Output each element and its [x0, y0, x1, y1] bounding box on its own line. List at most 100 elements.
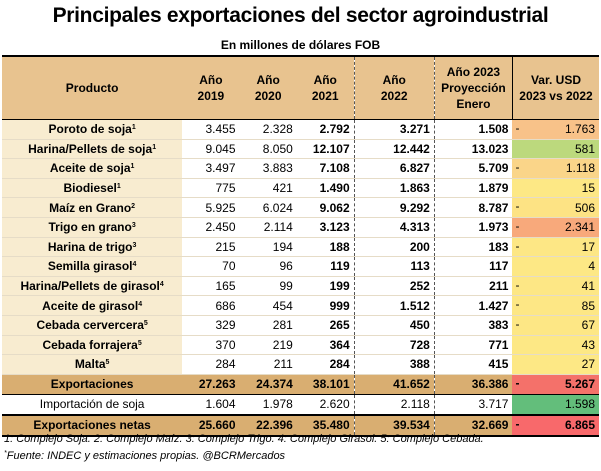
table-row: Harina/Pellets de girasol4 165 99 199 252 211… — [2, 276, 599, 297]
variation-value: 27 — [581, 357, 595, 372]
product-label: Poroto de soja — [48, 122, 132, 137]
header-row: Producto Año 2019 Año 2020 Año 2021 Año 2022… — [2, 55, 599, 120]
totals-imports-row: Importación de soja 1.604 1.978 2.620 2.118 3… — [2, 394, 599, 416]
variation-value: 581 — [574, 141, 595, 156]
variation-value: 67 — [581, 318, 595, 333]
variation-cell: 15 — [512, 178, 599, 199]
value-2019: 686 — [182, 295, 240, 316]
product-name: Cebada forrajera5 — [2, 335, 183, 356]
value-2019: 27.263 — [182, 373, 240, 395]
value-2020: 219 — [239, 335, 297, 356]
value-2023: 211 — [434, 276, 513, 297]
variation-value: 4 — [588, 259, 595, 274]
variation-value: 506 — [574, 200, 595, 215]
value-2023: 1.427 — [434, 295, 513, 316]
value-2021: 1.490 — [296, 178, 355, 199]
value-2019: 2.450 — [182, 217, 240, 238]
product-name: Malta5 — [2, 354, 183, 375]
footnote-marker: 5 — [137, 339, 142, 347]
value-2019: 215 — [182, 237, 240, 258]
product-label: Cebada cervercera — [36, 318, 144, 333]
value-2021: 999 — [296, 295, 355, 316]
value-2019: 329 — [182, 315, 240, 336]
table-row: Cebada forrajera5 370 219 364 728 771 43 — [2, 335, 599, 356]
value-2021: 3.123 — [296, 217, 355, 238]
value-2019: 370 — [182, 335, 240, 356]
variation-cell: - 67 — [512, 315, 599, 336]
variation-cell: - 2.341 — [512, 217, 599, 238]
product-label: Aceite de soja — [49, 161, 131, 176]
value-2020: 8.050 — [239, 139, 297, 160]
value-2022: 41.652 — [354, 373, 435, 395]
footnote-marker: 2 — [131, 202, 136, 210]
value-2022: 12.442 — [354, 139, 435, 160]
value-2023: 1.973 — [434, 217, 513, 238]
value-2022: 3.271 — [354, 119, 435, 140]
value-2021: 2.620 — [296, 394, 355, 416]
value-2023: 5.709 — [434, 158, 513, 179]
value-2022: 450 — [354, 315, 435, 336]
variation-value: 85 — [581, 298, 595, 313]
value-2019: 775 — [182, 178, 240, 199]
product-name: Trigo en grano3 — [2, 217, 183, 238]
footnote-marker: 5 — [105, 359, 110, 367]
value-2022: 728 — [354, 335, 435, 356]
value-2022: 2.118 — [354, 394, 435, 416]
footnote-marker: 1 — [116, 183, 121, 191]
variation-cell: - 506 — [512, 197, 599, 218]
variation-cell: 581 — [512, 139, 599, 160]
value-2022: 388 — [354, 354, 435, 375]
product-name: Aceite de girasol4 — [2, 295, 183, 316]
product-label: Harina/Pellets de girasol — [20, 279, 160, 294]
value-2020: 2.328 — [239, 119, 297, 140]
value-2023: 415 — [434, 354, 513, 375]
value-2021: 284 — [296, 354, 355, 375]
table-row: Semilla girasol4 70 96 119 113 117 4 — [2, 256, 599, 277]
negative-sign: - — [515, 218, 520, 233]
value-2019: 25.660 — [182, 414, 240, 437]
product-name: Maíz en Grano2 — [2, 197, 183, 218]
footnote-marker: 1 — [130, 163, 135, 171]
product-label: Trigo en grano — [48, 220, 132, 235]
value-2023: 13.023 — [434, 139, 513, 160]
product-name: Biodiesel1 — [2, 178, 183, 199]
variation-cell: - 85 — [512, 295, 599, 316]
value-2019: 165 — [182, 276, 240, 297]
product-label: Malta — [74, 357, 106, 372]
variation-value: 17 — [581, 239, 595, 254]
value-2019: 70 — [182, 256, 240, 277]
negative-sign: - — [515, 277, 520, 292]
variation-value: 1.598 — [564, 397, 595, 412]
totals-exports-row: Exportaciones 27.263 24.374 38.101 41.652 36.… — [2, 373, 599, 395]
value-2020: 96 — [239, 256, 297, 277]
variation-cell: - 1.763 — [512, 119, 599, 140]
product-label: Cebada forrajera — [42, 337, 138, 352]
value-2021: 188 — [296, 237, 355, 258]
table-row: Cebada cervercera5 329 281 265 450 383-67 — [2, 315, 599, 336]
value-2020: 454 — [239, 295, 297, 316]
value-2022: 6.827 — [354, 158, 435, 179]
value-2022: 1.863 — [354, 178, 435, 199]
value-2022: 39.534 — [354, 414, 435, 437]
value-2020: 2.114 — [239, 217, 297, 238]
footnote-marker: 4 — [138, 300, 143, 308]
product-name: Semilla girasol4 — [2, 256, 183, 277]
variation-value: 5.267 — [564, 377, 595, 392]
value-2022: 113 — [354, 256, 435, 277]
product-label: Biodiesel — [63, 181, 117, 196]
total-label: Importación de soja — [2, 394, 183, 416]
footnotes: 1: Complejo Soja. 2: Complejo Maíz. 3: C… — [4, 433, 484, 445]
variation-value: 43 — [581, 337, 595, 352]
value-2023: 771 — [434, 335, 513, 356]
product-label: Maíz en Grano — [49, 200, 132, 215]
table-row: Harina de trigo3 215 194 188 200 183-17 — [2, 237, 599, 258]
variation-value: 6.865 — [564, 418, 595, 433]
header-2019: Año 2019 — [182, 55, 240, 120]
header-producto: Producto — [2, 55, 183, 120]
value-2020: 99 — [239, 276, 297, 297]
value-2020: 211 — [239, 354, 297, 375]
value-2021: 199 — [296, 276, 355, 297]
value-2021: 2.792 — [296, 119, 355, 140]
product-label: Harina de trigo — [47, 239, 133, 254]
value-2020: 281 — [239, 315, 297, 336]
